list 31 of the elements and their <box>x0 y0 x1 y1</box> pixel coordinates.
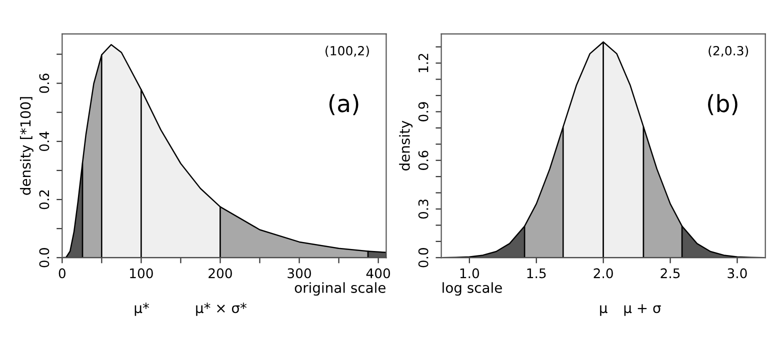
annotation: (b) <box>708 94 738 116</box>
text: μ <box>600 305 608 316</box>
y-axis-title: density <box>399 120 413 170</box>
annotation: (100,2) <box>326 46 369 57</box>
y-tick-label: 0.3 <box>418 200 428 219</box>
x-axis-title: log scale <box>442 282 502 296</box>
text: μ* × σ* <box>196 302 247 316</box>
y-tick-label: 0.4 <box>39 132 50 152</box>
x-tick-label: 3.0 <box>728 268 747 278</box>
y-tick-label: 0.0 <box>418 248 428 268</box>
x-tick-label: 300 <box>288 268 311 278</box>
x-tick-label: 0 <box>58 268 66 278</box>
y-tick-label: 0.6 <box>39 74 50 93</box>
y-tick-label: 0.2 <box>39 190 50 210</box>
annotation: (2,0.3) <box>708 46 748 57</box>
x-tick-label: 2.5 <box>660 268 680 278</box>
x-axis-title: original scale <box>294 282 386 296</box>
x-tick-label: 400 <box>366 268 390 278</box>
x-tick-label: 100 <box>130 268 153 278</box>
annotation: (a) <box>329 94 358 116</box>
x-tick-label: 2.0 <box>594 268 613 278</box>
x-tick-label: 1.0 <box>460 268 480 278</box>
y-tick-label: 1.2 <box>418 54 428 72</box>
y-axis-title: density [*100] <box>20 97 34 195</box>
y-tick-label: 0.0 <box>39 248 50 268</box>
text: μ + σ <box>624 304 661 316</box>
text: μ* <box>134 302 150 316</box>
x-tick-label: 1.5 <box>527 268 546 278</box>
x-tick-label: 200 <box>208 268 232 278</box>
y-tick-label: 0.9 <box>418 102 428 122</box>
y-tick-label: 0.6 <box>418 150 428 170</box>
